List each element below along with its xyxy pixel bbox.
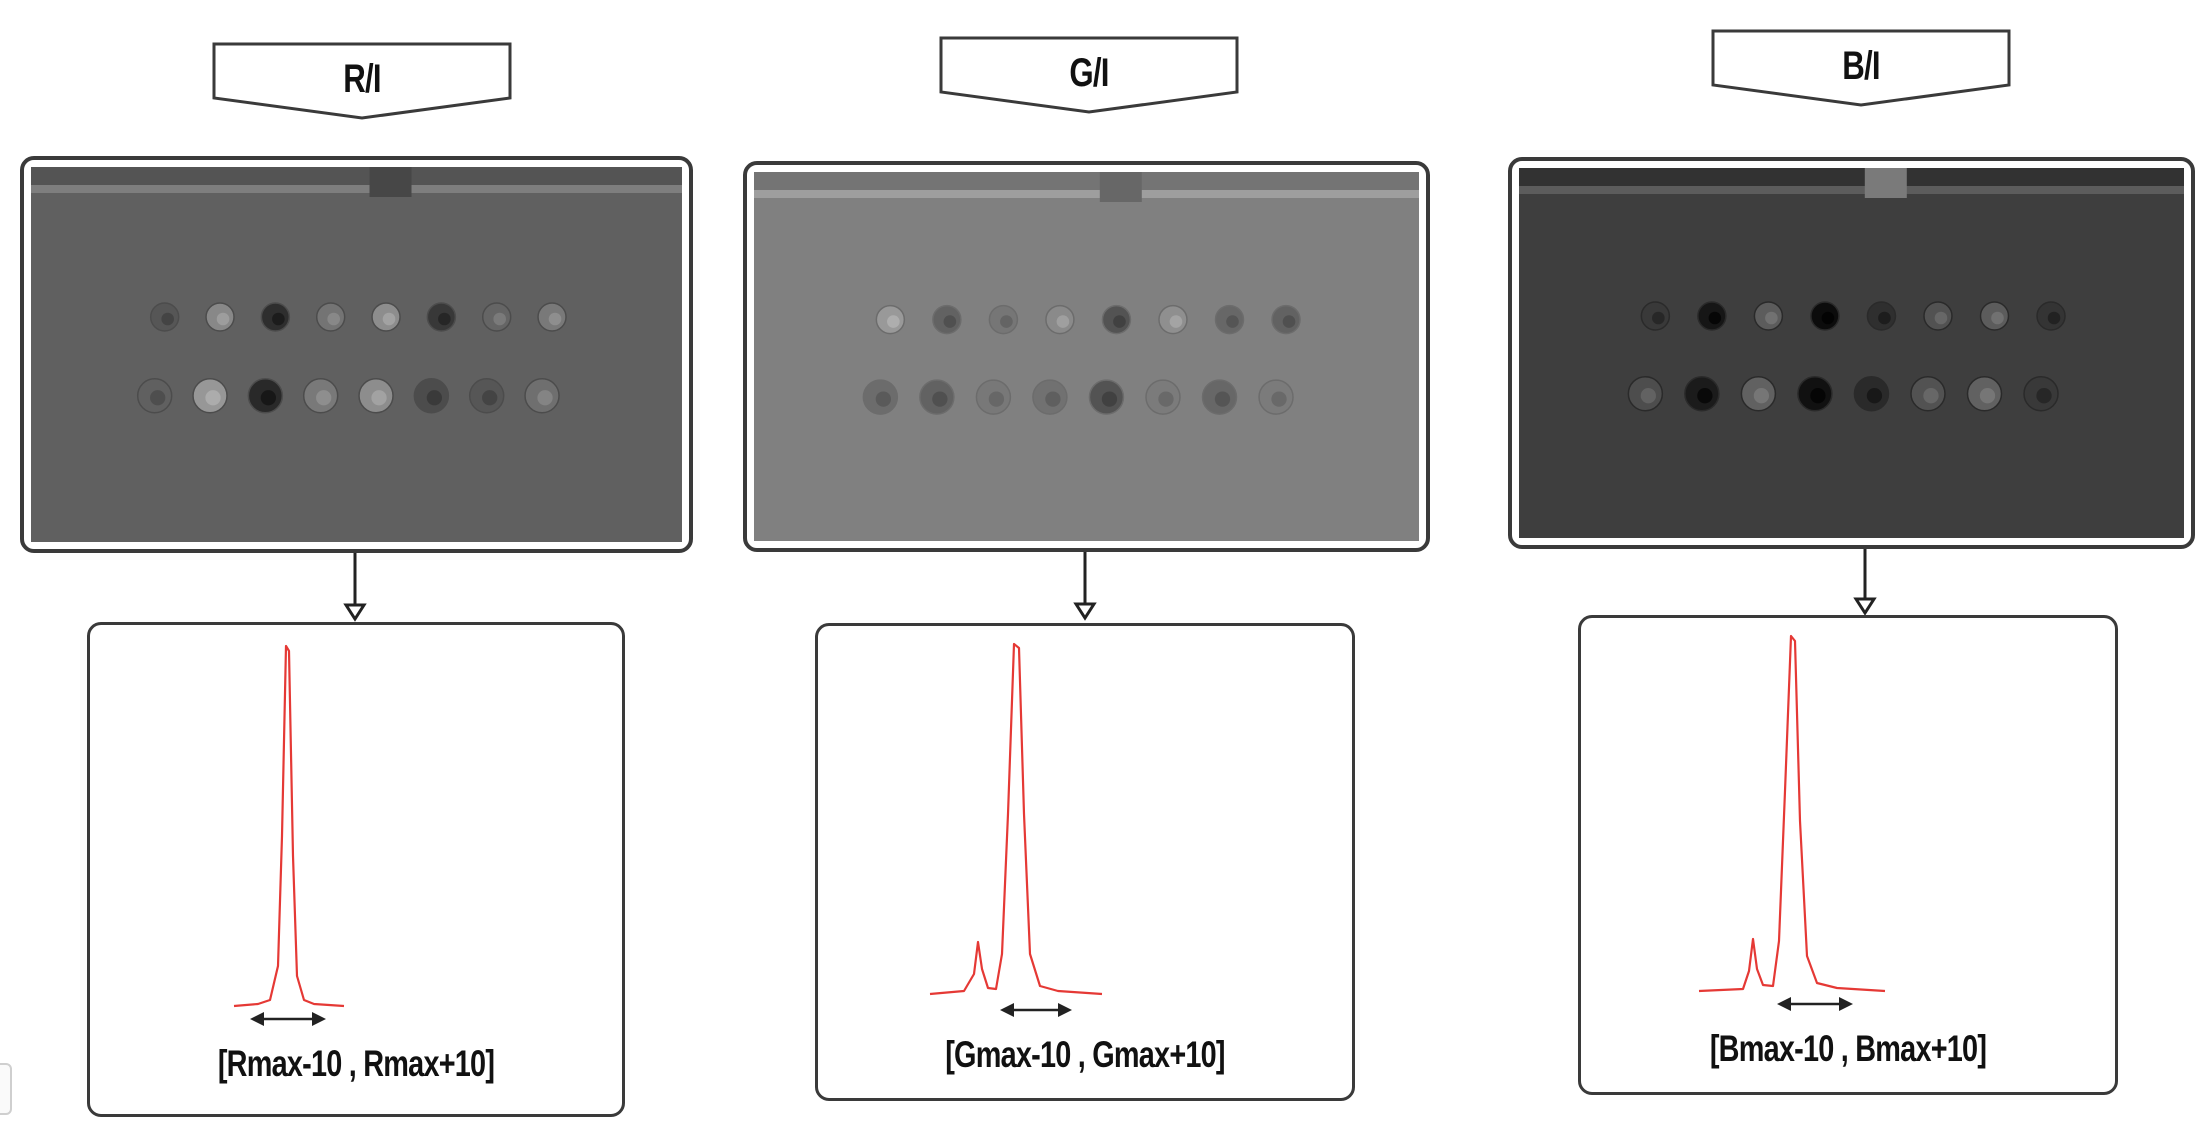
channel-label: G/I [1069, 50, 1109, 95]
ratio-image [754, 172, 1419, 541]
channel-banner: G/I [939, 36, 1239, 114]
range-label: [Rmax-10 , Rmax+10] [217, 1043, 495, 1084]
histogram-curve [929, 642, 1103, 996]
histogram-plot [929, 642, 1103, 1017]
double-headed-arrow-icon [1777, 997, 1853, 1011]
ratio-image [31, 167, 682, 542]
panel-g: G/I [Gmax-10 , Gmax+10] [720, 0, 1460, 1129]
double-headed-arrow-icon [250, 1012, 326, 1026]
double-headed-arrow-icon [1000, 1003, 1072, 1017]
histogram-plot [1698, 634, 1886, 1011]
histogram-plot [233, 644, 345, 1026]
channel-banner: R/I [212, 42, 512, 120]
ratio-image [1519, 168, 2184, 538]
histogram-frame: [Bmax-10 , Bmax+10] [1578, 615, 2118, 1095]
ratio-image-frame [1508, 157, 2195, 549]
channel-label: R/I [343, 56, 381, 101]
down-arrow-icon [1070, 552, 1100, 624]
side-tab-handle[interactable] [0, 1063, 12, 1115]
panel-b: B/I [Bmax-10 , Bmax+10] [1460, 0, 2201, 1129]
channel-label: B/I [1842, 43, 1880, 88]
channel-banner: B/I [1711, 29, 2011, 107]
histogram-curve [1698, 634, 1886, 993]
ratio-image-frame [743, 161, 1430, 552]
histogram-frame: [Rmax-10 , Rmax+10] [87, 622, 625, 1117]
range-label: [Gmax-10 , Gmax+10] [945, 1034, 1225, 1075]
down-arrow-icon [1850, 549, 1880, 617]
ratio-image-frame [20, 156, 693, 553]
histogram-curve [233, 644, 345, 1008]
panel-r: R/I [Rmax-10 , Rmax+10] [0, 0, 720, 1129]
histogram-frame: [Gmax-10 , Gmax+10] [815, 623, 1355, 1101]
range-label: [Bmax-10 , Bmax+10] [1709, 1028, 1987, 1069]
down-arrow-icon [340, 553, 370, 623]
